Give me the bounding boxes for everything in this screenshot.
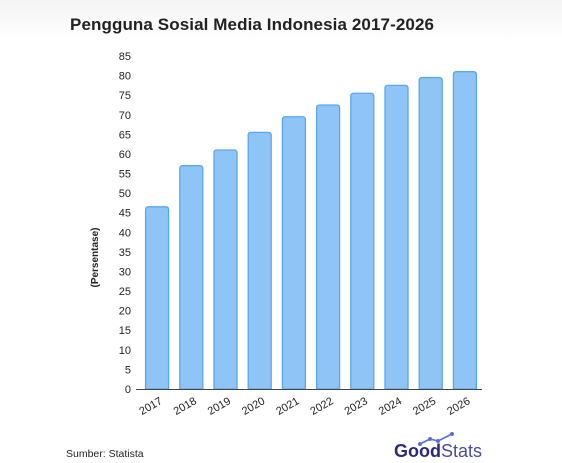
logo-text-good: Good — [394, 441, 441, 461]
y-tick-label: 30 — [119, 266, 131, 278]
y-tick-label: 70 — [119, 110, 131, 122]
y-tick-label: 5 — [125, 364, 131, 376]
y-tick-label: 75 — [119, 90, 131, 102]
x-tick-label: 2023 — [343, 395, 370, 418]
x-tick-label: 2024 — [377, 395, 404, 418]
x-tick-label: 2026 — [445, 395, 472, 418]
bar-2017 — [144, 206, 170, 390]
y-tick-label: 85 — [119, 51, 131, 63]
x-tick-label: 2025 — [411, 395, 438, 418]
y-tick-label: 45 — [119, 208, 131, 220]
title-band — [0, 0, 562, 42]
bar-2018 — [179, 165, 204, 390]
y-tick-label: 55 — [119, 169, 131, 181]
source-note: Sumber: Statista — [66, 448, 144, 460]
y-tick-label: 65 — [119, 129, 131, 141]
bar-2022 — [315, 104, 341, 390]
x-tick-label: 2019 — [206, 395, 233, 418]
y-tick-label: 15 — [119, 325, 131, 337]
logo-text-stats: Stats — [441, 441, 483, 461]
y-tick-label: 10 — [119, 345, 131, 357]
bar-2026 — [452, 71, 478, 390]
y-tick-label: 35 — [119, 247, 131, 259]
x-tick-label: 2017 — [137, 395, 164, 418]
y-tick-label: 25 — [119, 286, 131, 298]
bar-2025 — [418, 76, 443, 390]
y-tick-label: 0 — [125, 384, 131, 396]
x-tick-label: 2021 — [274, 395, 301, 418]
bar-2021 — [281, 116, 307, 390]
x-tick-label: 2020 — [240, 395, 267, 418]
y-tick-label: 40 — [119, 227, 131, 239]
goodstats-logo: GoodStats — [394, 432, 514, 462]
bar-2020 — [247, 131, 272, 390]
chart-title: Pengguna Sosial Media Indonesia 2017-202… — [70, 15, 435, 34]
y-tick-label: 60 — [119, 149, 131, 161]
y-tick-label: 50 — [119, 188, 131, 200]
y-axis-label: (Persentase) — [90, 227, 101, 287]
x-tick-label: 2022 — [308, 395, 335, 418]
y-tick-label: 20 — [119, 306, 131, 318]
y-tick-label: 80 — [119, 71, 131, 83]
bar-2023 — [350, 92, 375, 390]
x-tick-label: 2018 — [172, 395, 199, 418]
bar-2019 — [213, 149, 238, 390]
bar-2024 — [384, 84, 409, 390]
logo-trend-icon — [418, 432, 454, 446]
